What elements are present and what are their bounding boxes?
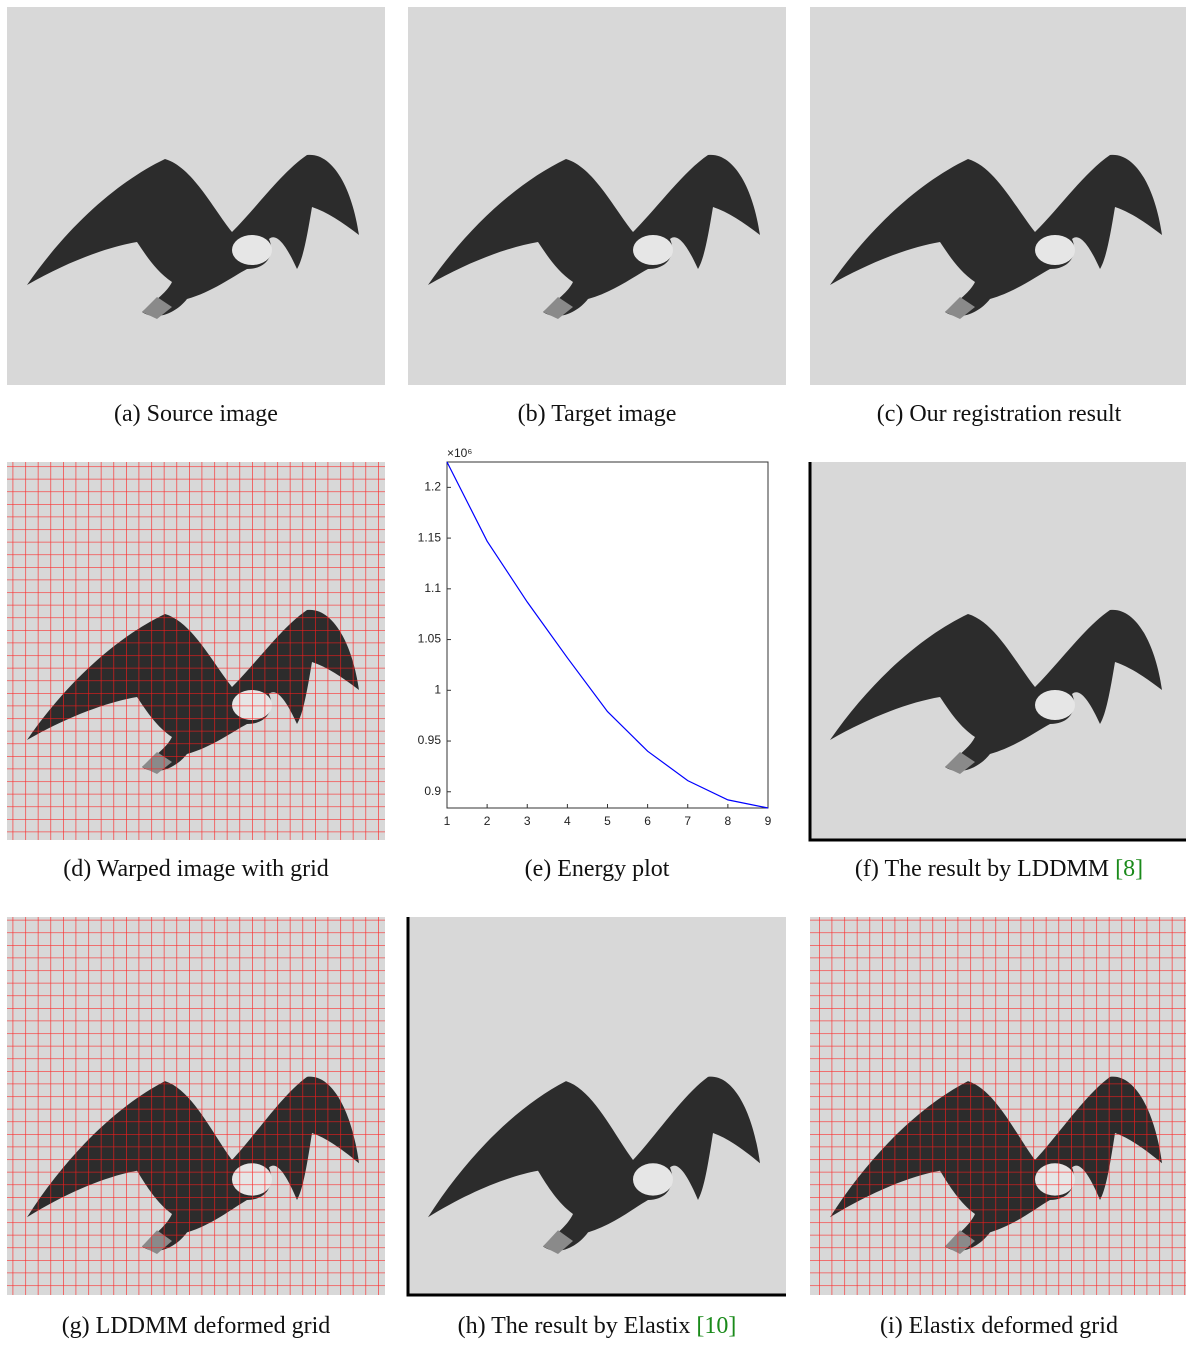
caption-text: (h) The result by Elastix <box>458 1313 691 1339</box>
y-tick-label: 1.05 <box>418 632 442 646</box>
x-tick-label: 9 <box>765 814 772 828</box>
y-tick-label: 0.95 <box>418 733 442 747</box>
x-tick-label: 3 <box>524 814 531 828</box>
y-tick-label: 1.15 <box>418 530 442 544</box>
panel: (d) Warped image with grid <box>7 462 385 882</box>
caption: (a) Source image <box>114 401 278 427</box>
x-tick-label: 7 <box>684 814 691 828</box>
deformed-grid <box>7 917 385 1295</box>
x-tick-label: 4 <box>564 814 571 828</box>
deformed-grid <box>7 462 385 840</box>
caption: (f) The result by LDDMM [8] <box>855 856 1143 882</box>
caption-text: (c) Our registration result <box>877 401 1122 427</box>
panel: (a) Source image <box>7 7 385 427</box>
caption-text: (a) Source image <box>114 401 278 427</box>
citation: [8] <box>1115 856 1143 882</box>
x-tick-label: 2 <box>484 814 491 828</box>
caption-text: (f) The result by LDDMM <box>855 856 1109 882</box>
y-tick-label: 1.2 <box>424 480 441 494</box>
caption: (i) Elastix deformed grid <box>880 1313 1118 1339</box>
deformed-grid <box>810 917 1186 1295</box>
y-tick-label: 1.1 <box>424 581 441 595</box>
panel: (g) LDDMM deformed grid <box>7 917 385 1339</box>
caption-text: (g) LDDMM deformed grid <box>62 1313 331 1339</box>
caption: (c) Our registration result <box>877 401 1122 427</box>
x-tick-label: 6 <box>644 814 651 828</box>
caption: (b) Target image <box>518 401 677 427</box>
caption: (e) Energy plot <box>525 856 670 882</box>
caption-text: (e) Energy plot <box>525 856 670 882</box>
figure: (a) Source image (b) Target image (c) Our … <box>0 0 1186 1345</box>
panel: (i) Elastix deformed grid <box>810 917 1186 1339</box>
x-tick-label: 5 <box>604 814 611 828</box>
x-tick-label: 1 <box>444 814 451 828</box>
axis-multiplier: ×10⁶ <box>447 446 472 460</box>
y-tick-label: 1 <box>434 682 441 696</box>
caption-text: (b) Target image <box>518 401 677 427</box>
caption: (g) LDDMM deformed grid <box>62 1313 331 1339</box>
caption-text: (i) Elastix deformed grid <box>880 1313 1118 1339</box>
plot-frame <box>447 462 768 808</box>
caption: (d) Warped image with grid <box>63 856 329 882</box>
panel: (h) The result by Elastix [10] <box>408 917 786 1339</box>
caption: (h) The result by Elastix [10] <box>458 1313 737 1339</box>
panel: (e) Energy plot <box>525 856 670 882</box>
x-tick-label: 8 <box>725 814 732 828</box>
panel: (b) Target image <box>408 7 786 427</box>
caption-text: (d) Warped image with grid <box>63 856 329 882</box>
panel: (c) Our registration result <box>810 7 1186 427</box>
y-tick-label: 0.9 <box>424 784 441 798</box>
energy-plot: 1 2 3 4 5 6 7 8 9 0.9 0.95 1 1.05 1.1 1.15 1.2 ×10⁶ <box>418 446 772 828</box>
citation: [10] <box>696 1313 736 1339</box>
panel: (f) The result by LDDMM [8] <box>810 462 1186 882</box>
